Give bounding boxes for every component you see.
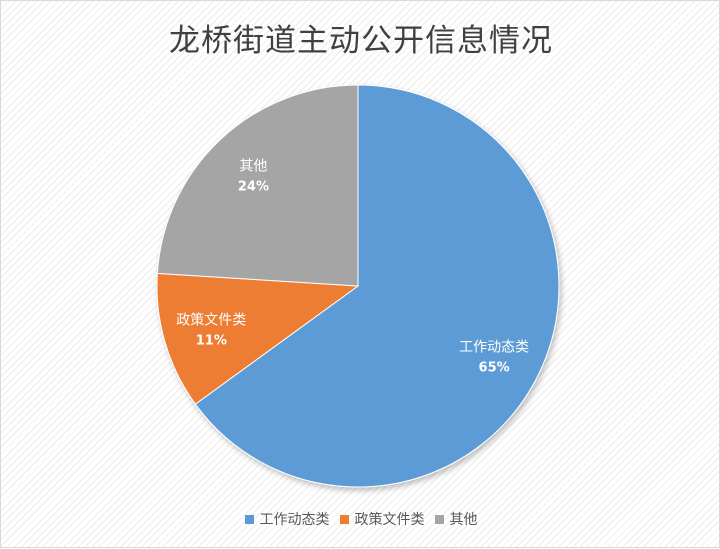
legend-swatch-2 — [434, 514, 444, 524]
pie-slice-1 — [156, 272, 360, 405]
legend-item-2: 其他 — [434, 509, 478, 529]
pie-slice-2 — [156, 84, 359, 287]
legend-item-1: 政策文件类 — [339, 509, 425, 529]
legend-swatch-0 — [244, 514, 254, 524]
legend-swatch-1 — [339, 514, 349, 524]
pie-slices — [156, 84, 560, 488]
data-label-name-0: 工作动态类 — [459, 339, 529, 355]
legend: 工作动态类 政策文件类 其他 — [1, 509, 720, 529]
data-label-name-2: 其他 — [239, 159, 267, 175]
legend-item-0: 工作动态类 — [244, 509, 330, 529]
data-label-value-1: 11% — [196, 334, 227, 349]
legend-label-2: 其他 — [449, 512, 478, 528]
legend-label-0: 工作动态类 — [259, 512, 330, 528]
data-label-name-1: 政策文件类 — [176, 312, 246, 329]
pie-slice-0 — [194, 84, 560, 488]
chart-title: 龙桥街道主动公开信息情况 — [169, 23, 553, 59]
legend-label-1: 政策文件类 — [354, 512, 425, 528]
data-label-value-2: 24% — [238, 180, 269, 195]
data-label-value-0: 65% — [479, 360, 510, 375]
